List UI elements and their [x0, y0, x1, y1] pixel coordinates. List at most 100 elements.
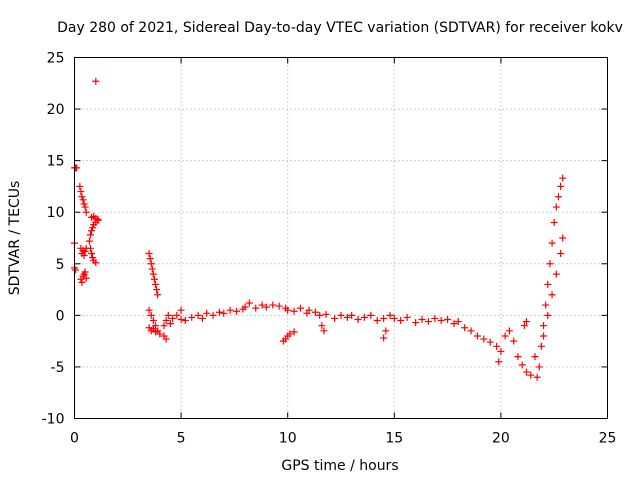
data-point [82, 208, 90, 216]
data-point [535, 363, 543, 371]
x-tick-label: 10 [279, 431, 297, 447]
data-point [162, 317, 170, 325]
data-point [480, 335, 488, 343]
data-point [78, 278, 86, 286]
grid [74, 57, 608, 419]
data-point [89, 254, 97, 262]
data-point [146, 255, 154, 263]
series-late [533, 174, 567, 381]
data-point [177, 315, 185, 323]
data-point [78, 193, 86, 201]
y-tick-label: 15 [47, 154, 65, 170]
data-point [360, 313, 368, 321]
data-point [89, 224, 97, 232]
data-point [220, 309, 228, 317]
data-point [245, 299, 253, 307]
data-point [544, 280, 552, 288]
data-point [79, 196, 87, 204]
y-tick-label: 0 [56, 308, 65, 324]
data-point [505, 327, 513, 335]
data-point [77, 188, 85, 196]
data-point [188, 313, 196, 321]
data-point [149, 270, 157, 278]
y-tick-label: -5 [51, 360, 65, 376]
data-point [486, 338, 494, 346]
x-tick-label: 0 [70, 431, 79, 447]
data-point [322, 310, 330, 318]
data-point [348, 311, 356, 319]
data-point [94, 216, 102, 224]
data-point [531, 353, 539, 361]
data-point [518, 361, 526, 369]
data-point [454, 318, 462, 326]
data-point [164, 311, 172, 319]
data-point [173, 311, 181, 319]
data-point [88, 249, 96, 257]
data-points [71, 77, 567, 381]
data-point [557, 182, 565, 190]
data-point [320, 327, 328, 335]
y-tick-label: 20 [47, 102, 65, 118]
data-point [522, 368, 530, 376]
data-point [537, 342, 545, 350]
x-axis-label: GPS time / hours [281, 458, 398, 474]
data-point [550, 219, 558, 227]
data-point [215, 308, 223, 316]
data-point [495, 358, 503, 366]
data-point [380, 334, 388, 342]
chart-title: Day 280 of 2021, Sidereal Day-to-day VTE… [57, 20, 623, 36]
y-tick-label: 5 [56, 257, 65, 273]
y-tick-label: 25 [47, 51, 65, 67]
data-point [337, 311, 345, 319]
data-point [148, 265, 156, 273]
data-point [510, 337, 518, 345]
data-point [177, 306, 185, 314]
data-point [403, 313, 411, 321]
data-point [444, 315, 452, 323]
x-tick-label: 5 [177, 431, 186, 447]
data-point [166, 320, 174, 328]
x-tick-label: 25 [599, 431, 617, 447]
data-point [72, 266, 80, 274]
series-10h-dip [279, 328, 298, 345]
data-point [92, 77, 100, 85]
data-point [81, 203, 89, 211]
data-point [354, 315, 362, 323]
data-point [156, 330, 164, 338]
data-point [241, 303, 249, 311]
data-point [82, 274, 90, 282]
data-point [544, 311, 552, 319]
data-point [145, 249, 153, 257]
data-point [397, 317, 405, 325]
data-point [154, 291, 162, 299]
data-point [286, 330, 294, 338]
data-point [86, 231, 94, 239]
data-point [552, 270, 560, 278]
data-point [382, 327, 390, 335]
data-point [497, 347, 505, 355]
data-point [548, 291, 556, 299]
y-tick-label: 10 [47, 205, 65, 221]
data-point [194, 311, 202, 319]
data-point [316, 311, 324, 319]
data-point [290, 328, 298, 336]
data-point [80, 200, 88, 208]
data-point [412, 319, 420, 327]
data-point [450, 320, 458, 328]
data-point [269, 301, 277, 309]
data-point [520, 322, 528, 330]
series-main [166, 299, 539, 379]
data-point [86, 244, 94, 252]
data-point [418, 315, 426, 323]
data-point [424, 318, 432, 326]
data-point [367, 311, 375, 319]
data-point [81, 268, 89, 276]
data-point [160, 322, 168, 330]
data-point [152, 280, 160, 288]
data-point [262, 303, 270, 311]
data-point [546, 260, 554, 268]
data-point [493, 342, 501, 350]
plot-frame [74, 57, 608, 419]
data-point [514, 353, 522, 361]
data-point [80, 252, 88, 260]
